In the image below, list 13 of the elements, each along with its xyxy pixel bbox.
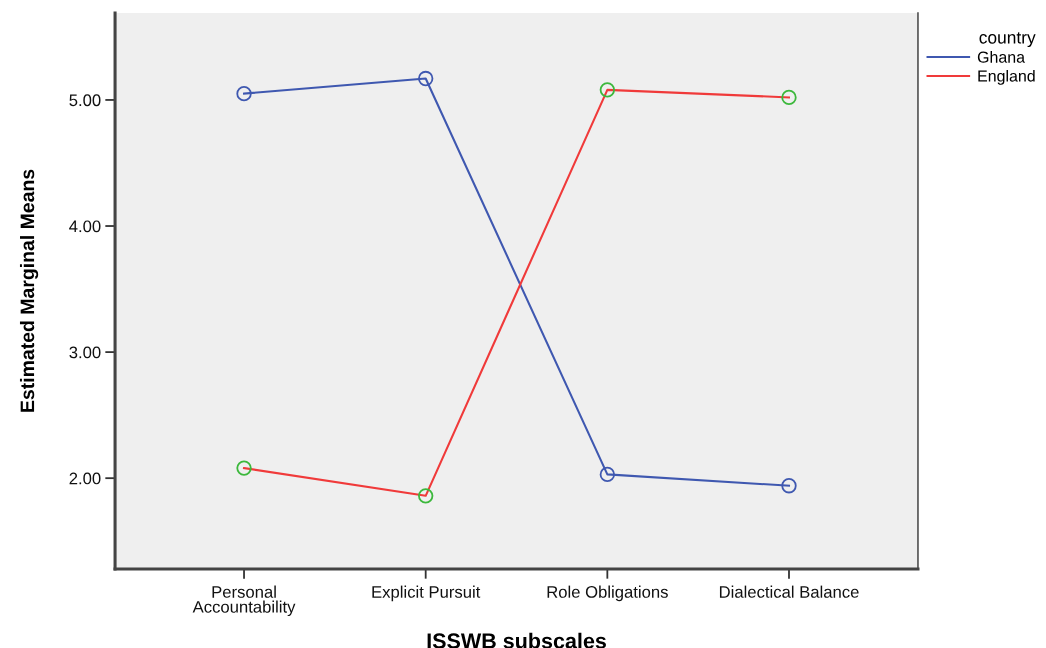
legend-label: England bbox=[978, 69, 1035, 85]
legend-title: country bbox=[979, 32, 1036, 48]
x-tick-label: Personal Accountability bbox=[192, 585, 296, 617]
x-axis-title: ISSWB subscales bbox=[427, 632, 606, 648]
y-tick-label: 5.00 bbox=[69, 94, 101, 107]
y-tick-label: 3.00 bbox=[69, 346, 101, 359]
x-tick-label: Explicit Pursuit bbox=[372, 585, 481, 602]
y-axis-title: Estimated Marginal Means bbox=[19, 169, 39, 412]
x-tick-label: Dialectical Balance bbox=[719, 585, 859, 598]
y-tick-label: 2.00 bbox=[69, 472, 101, 485]
x-tick-label: Role Obligations bbox=[547, 585, 668, 602]
legend-label: Ghana bbox=[977, 51, 1026, 63]
y-tick-label: 4.00 bbox=[69, 220, 101, 233]
